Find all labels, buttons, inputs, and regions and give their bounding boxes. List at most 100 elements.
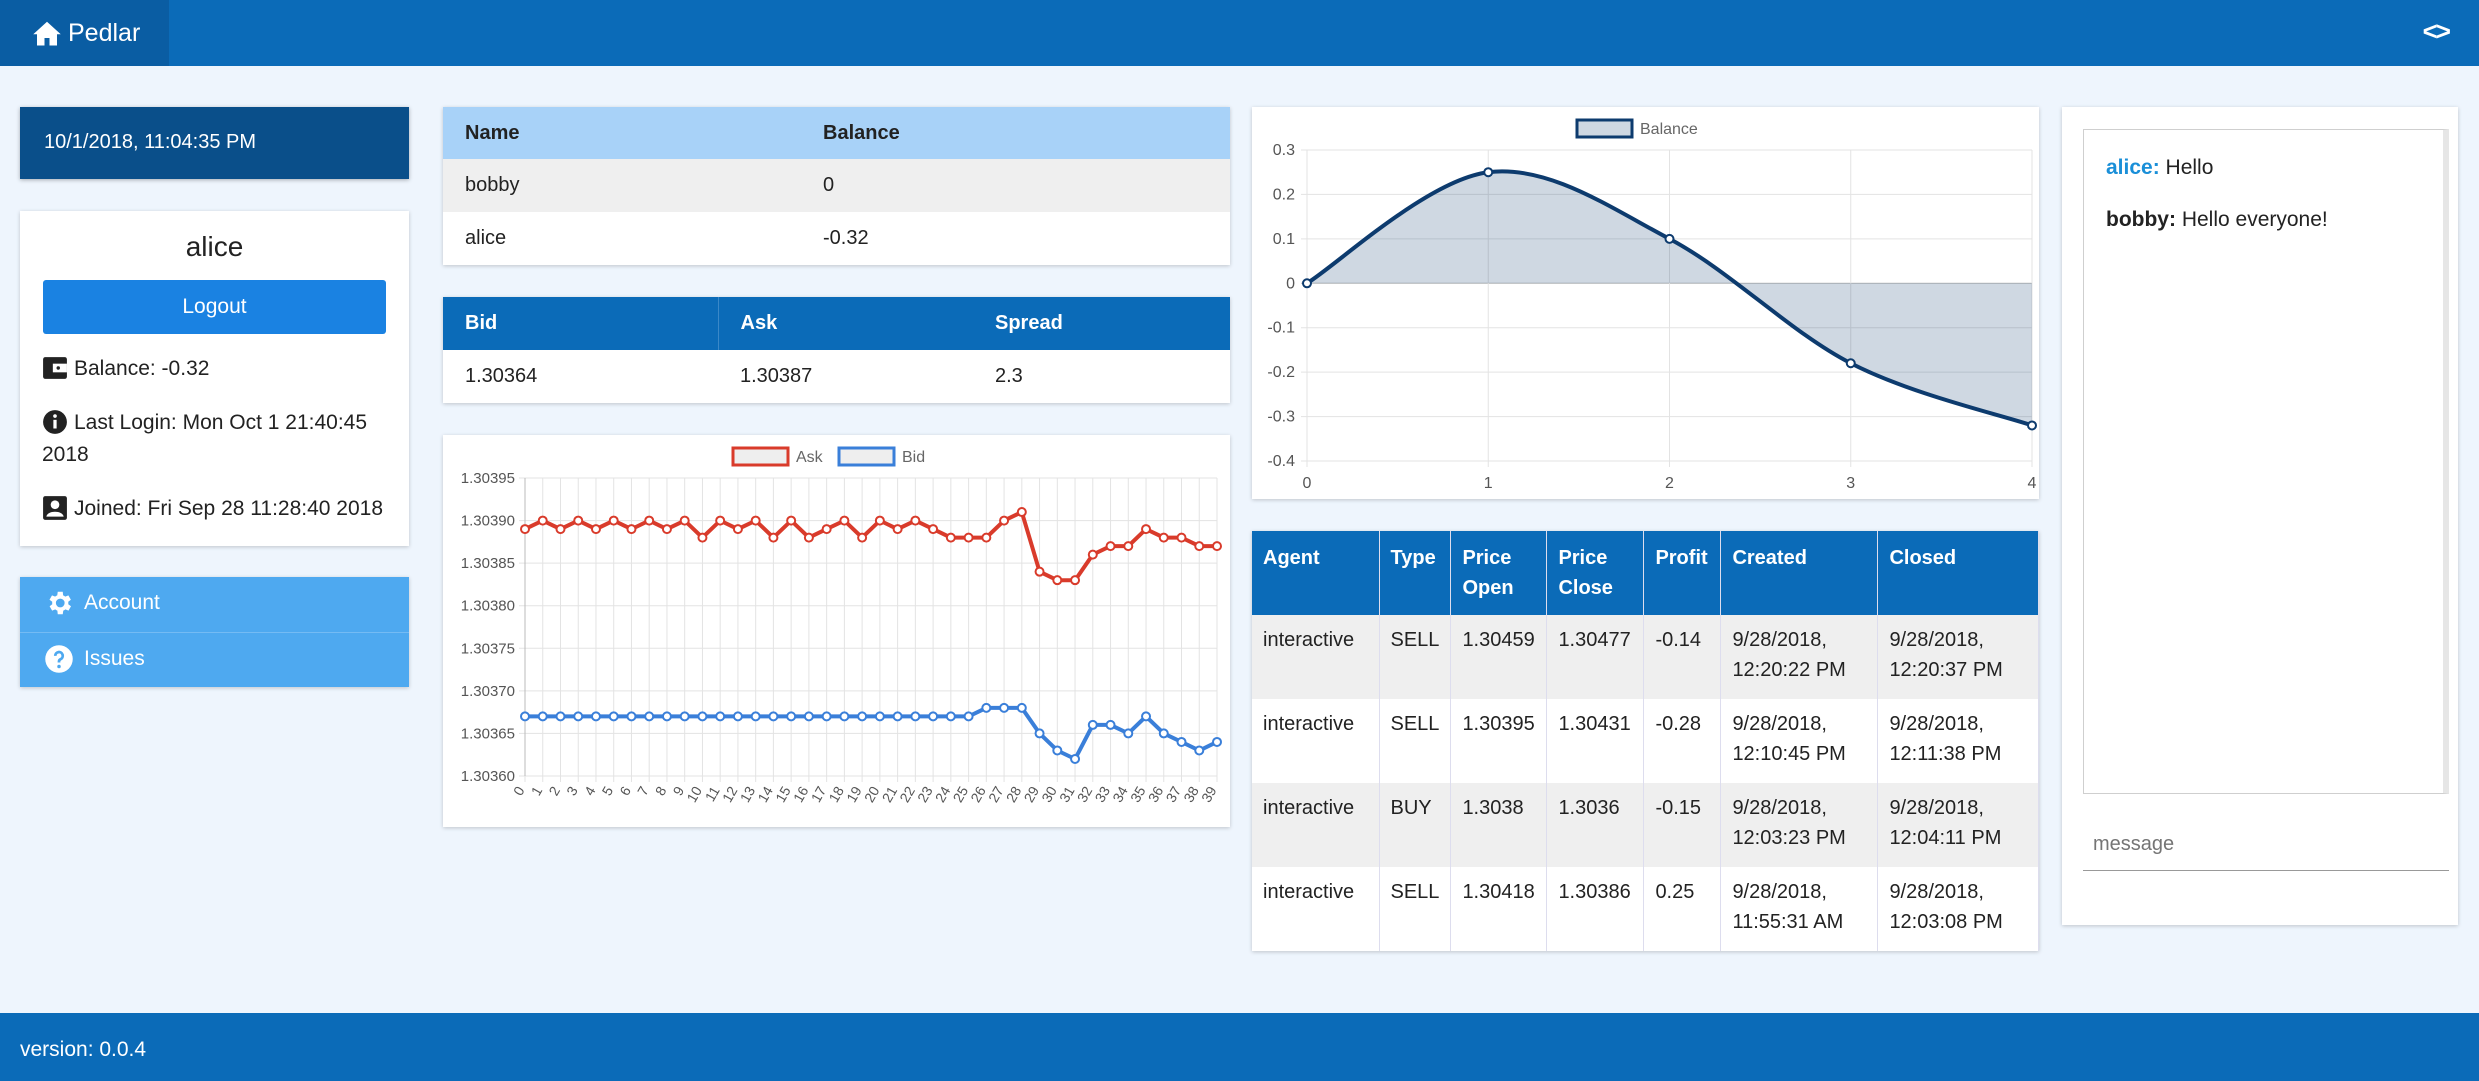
column-header: Type [1379, 531, 1452, 615]
x-tick-label: 16 [790, 783, 812, 805]
data-point [1087, 719, 1098, 730]
y-tick-label: 1.30380 [461, 598, 515, 615]
column-header: Spread [973, 297, 1230, 350]
data-point [608, 515, 619, 526]
data-point [803, 711, 814, 722]
table-cell: 1.30395 [1450, 699, 1548, 783]
data-point [1070, 575, 1081, 586]
data-point [626, 524, 637, 535]
x-tick-label: 4 [2028, 475, 2037, 492]
column-header: Balance [801, 107, 1230, 159]
table-cell: 9/28/2018, 12:03:23 PM [1720, 783, 1879, 867]
data-point [963, 532, 974, 543]
home-link[interactable]: Pedlar [0, 0, 169, 66]
price-chart-card: 1.30395 1.30390 1.30385 1.30380 1.30375 1.303… [443, 435, 1230, 827]
data-point [715, 711, 726, 722]
legend-label: Bid [902, 449, 925, 466]
table-cell: SELL [1379, 867, 1452, 951]
chat-user: alice: [2106, 156, 2160, 179]
data-point [910, 711, 921, 722]
data-point [1845, 358, 1856, 369]
code-toggle-button[interactable]: <> [2422, 16, 2451, 46]
x-tick-label: 1 [1484, 475, 1493, 492]
data-point [981, 702, 992, 713]
table-cell: -0.14 [1643, 615, 1722, 699]
table-row: 1.30364 1.30387 2.3 [443, 350, 1230, 403]
x-tick-label: 30 [1038, 783, 1060, 805]
data-point [1052, 575, 1063, 586]
top-navbar: Pedlar <> [0, 0, 2479, 66]
data-point [750, 711, 761, 722]
y-tick-label: 1.30375 [461, 640, 515, 657]
chat-text: Hello [2159, 156, 2214, 179]
data-point [821, 524, 832, 535]
data-point [1087, 549, 1098, 560]
data-point [1052, 745, 1063, 756]
data-point [963, 711, 974, 722]
sidebar-item-label: Account [84, 591, 160, 614]
table-cell: -0.32 [823, 227, 869, 249]
chat-panel: alice: Hello bobby: Hello everyone! [2062, 107, 2458, 925]
y-tick-label: -0.2 [1267, 364, 1295, 381]
price-chart: 1.30395 1.30390 1.30385 1.30380 1.30375 1.303… [461, 446, 1222, 805]
data-point [520, 711, 530, 722]
x-tick-label: 31 [1056, 783, 1078, 805]
legend-swatch [837, 446, 896, 467]
table-cell: interactive [1252, 783, 1380, 867]
data-point [732, 524, 743, 535]
data-point [697, 711, 708, 722]
balance-chart: 0.3 0.2 0.1 0 -0.1 -0.2 -0.3 -0.4 0 1 2 3 4 Balance [1267, 118, 2037, 492]
data-point [732, 711, 743, 722]
question-icon [45, 645, 73, 673]
y-tick-label: 1.30390 [461, 513, 515, 530]
user-card: alice Logout Balance: -0.32 Last Login: … [20, 211, 409, 546]
data-point [786, 711, 797, 722]
data-point [1141, 524, 1152, 535]
column-header: Price Open [1450, 531, 1548, 615]
x-tick-label: 3 [563, 783, 581, 798]
column-header: Closed [1877, 531, 2039, 615]
data-point [555, 711, 566, 722]
x-tick-label: 11 [702, 783, 723, 804]
data-point [679, 515, 690, 526]
message-input[interactable] [2083, 819, 2449, 871]
quote-table: Bid Ask Spread 1.30364 1.30387 2.3 [443, 297, 1230, 403]
data-point [661, 711, 672, 722]
data-point [768, 532, 779, 543]
table-cell: 0.25 [1643, 867, 1722, 951]
chat-messages[interactable]: alice: Hello bobby: Hello everyone! [2083, 129, 2449, 794]
data-point [945, 711, 956, 722]
x-tick-label: 7 [634, 783, 652, 798]
column-header: Ask [718, 297, 973, 350]
sidebar-item-account[interactable]: Account [20, 577, 409, 631]
column-header: Name [443, 107, 801, 159]
data-point [928, 711, 939, 722]
data-point [803, 532, 814, 543]
y-tick-label: -0.4 [1267, 453, 1295, 470]
data-point [644, 515, 655, 526]
sidebar-menu: Account Issues [20, 577, 409, 687]
table-cell: 9/28/2018, 11:55:31 AM [1720, 867, 1879, 951]
data-point [2027, 420, 2037, 431]
data-point [999, 515, 1010, 526]
x-tick-label: 32 [1074, 783, 1096, 805]
data-point [910, 515, 921, 526]
data-point [1483, 167, 1494, 178]
x-tick-label: 1 [528, 783, 546, 798]
ask-value: 1.30387 [740, 365, 813, 387]
x-tick-label: 23 [914, 783, 936, 805]
logout-button[interactable]: Logout [43, 280, 386, 334]
table-cell: 1.30431 [1546, 699, 1645, 783]
data-point [857, 532, 868, 543]
chat-message: alice: Hello [2106, 156, 2213, 180]
table-cell: 1.30459 [1450, 615, 1548, 699]
spread-value: 2.3 [995, 365, 1023, 387]
legend-label: Ask [796, 449, 824, 466]
data-point [1302, 278, 1312, 289]
sidebar-item-issues[interactable]: Issues [20, 632, 409, 686]
gear-icon [49, 591, 71, 615]
x-tick-label: 15 [772, 783, 794, 805]
table-cell: 1.30386 [1546, 867, 1645, 951]
table-cell: 9/28/2018, 12:10:45 PM [1720, 699, 1879, 783]
x-tick-label: 19 [843, 783, 865, 805]
